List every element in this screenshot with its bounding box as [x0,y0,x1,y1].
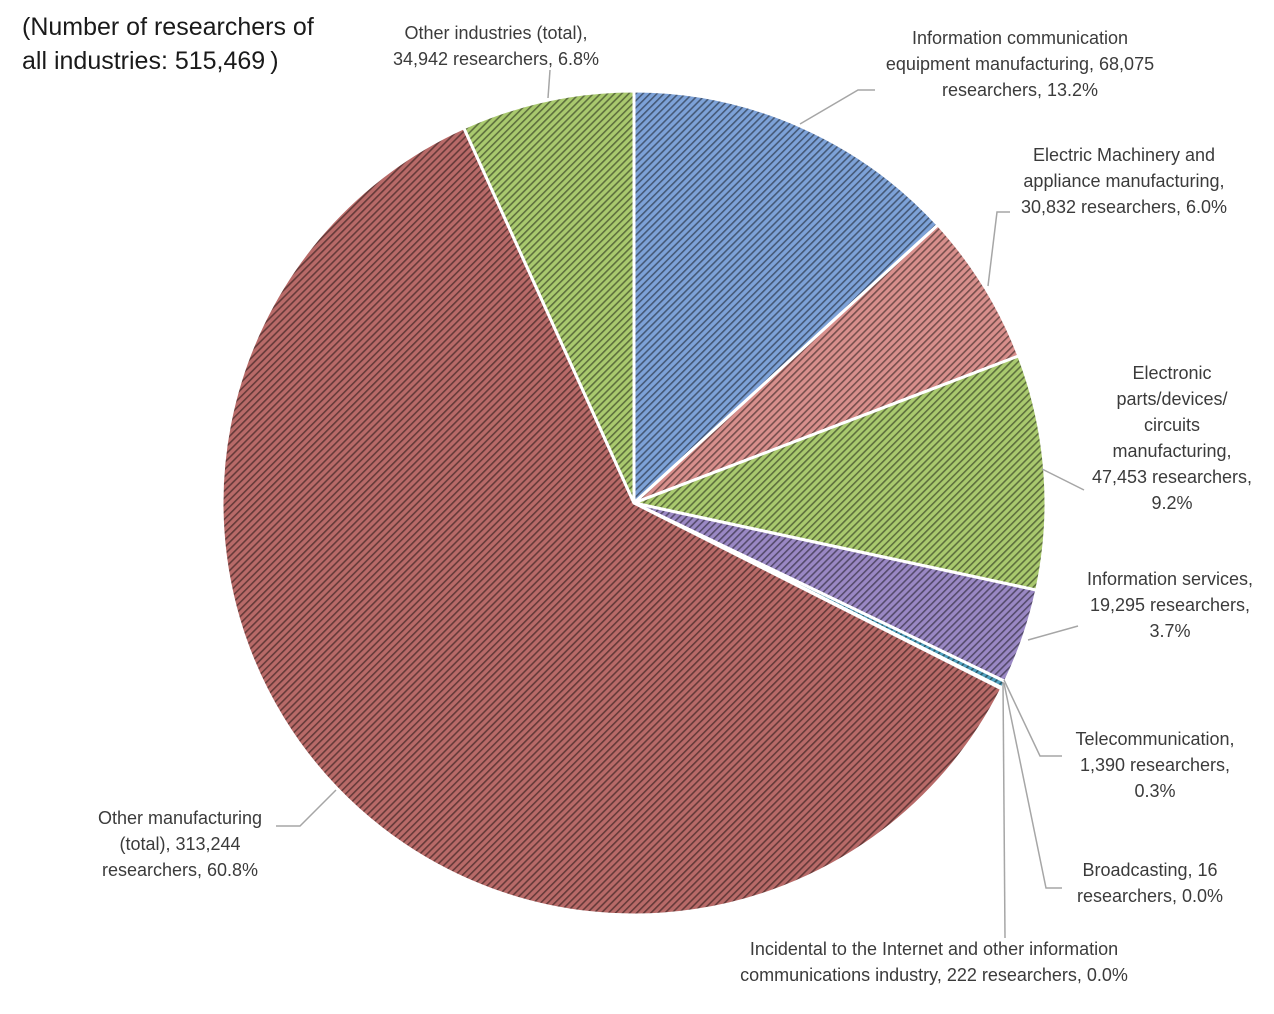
slice-label-line: circuits [1143,415,1200,435]
slice-label-line: manufacturing, [1112,441,1232,461]
leader-lines [276,69,1085,939]
slice-label-telecom: Telecommunication, 1,390 researchers, 0.3% [1050,726,1260,804]
slice-label-line: Other manufacturing [97,808,263,828]
slice-label-line: 3.7% [1149,621,1191,641]
slice-label-line: Broadcasting, 16 [1082,860,1218,880]
slice-label-broadcasting: Broadcasting, 16 researchers, 0.0% [1060,857,1240,909]
pie-slice-other-industries [462,89,636,505]
pie-slice-electric-machinery [632,223,1021,505]
leader-line-electronic-parts [1041,468,1085,491]
slice-label-line: 30,832 researchers, 6.0% [1020,197,1228,217]
slice-label-info-equipment: Information communication equipment manuf… [855,25,1185,103]
pie-slices [220,89,1048,917]
slice-label-other-industries: Other industries (total), 34,942 research… [370,20,622,72]
slice-label-line: researchers, 0.0% [1076,886,1224,906]
slice-label-line: Electric Machinery and [1032,145,1216,165]
slice-label-internet-incidental: Incidental to the Internet and other inf… [718,936,1150,988]
slice-label-line: 47,453 researchers, [1091,467,1253,487]
total-note-line-2: all industries: 515,469 ) [22,47,279,75]
total-note-line-1: (Number of researchers of [22,13,314,41]
slice-label-line: 1,390 researchers, [1079,755,1231,775]
slice-label-line: communications industry, 222 researchers… [740,965,1128,985]
slice-label-line: Telecommunication, [1075,729,1235,749]
pie-slice-electronic-parts [632,354,1048,592]
slice-label-line: 0.3% [1134,781,1176,801]
slice-label-line: 19,295 researchers, [1089,595,1251,615]
slice-label-line: (total), 313,244 [119,834,241,854]
pie-slice-other-manufacturing [220,126,1004,917]
pie-slice-info-equipment [632,89,940,505]
total-note: (Number of researchers of all industries… [22,10,314,78]
slice-label-electronic-parts: Electronic parts/devices/circuits manufact… [1082,360,1262,516]
leader-line-info-services [1027,625,1079,641]
slice-label-line: appliance manufacturing, [1023,171,1225,191]
leader-line-internet-incidental [1002,681,1006,939]
leader-line-telecom [1003,679,1062,757]
slice-label-line: researchers, 13.2% [941,80,1099,100]
slice-label-line: researchers, 60.8% [101,860,259,880]
leader-line-electric-machinery [987,211,1010,287]
leader-line-info-equipment [799,89,875,125]
leader-line-broadcasting [1003,682,1062,889]
slice-label-line: equipment manufacturing, 68,075 [885,54,1155,74]
slice-label-line: parts/devices/ [1116,389,1228,409]
slice-label-info-services: Information services, 19,295 researchers,… [1065,566,1274,644]
slice-label-line: Electronic [1132,363,1212,383]
slice-label-line: Incidental to the Internet and other inf… [749,939,1119,959]
slice-label-line: Information communication [911,28,1129,48]
leader-line-other-industries [547,69,551,99]
slice-label-line: 9.2% [1151,493,1193,513]
slice-label-line: Information services, [1086,569,1254,589]
slice-label-line: Other industries (total), [404,23,588,43]
slice-label-line: 34,942 researchers, 6.8% [392,49,600,69]
leader-line-other-manufacturing [276,789,337,827]
slice-label-other-manufacturing: Other manufacturing (total), 313,244 resea… [80,805,280,883]
slice-label-electric-machinery: Electric Machinery and appliance manufact… [1000,142,1248,220]
